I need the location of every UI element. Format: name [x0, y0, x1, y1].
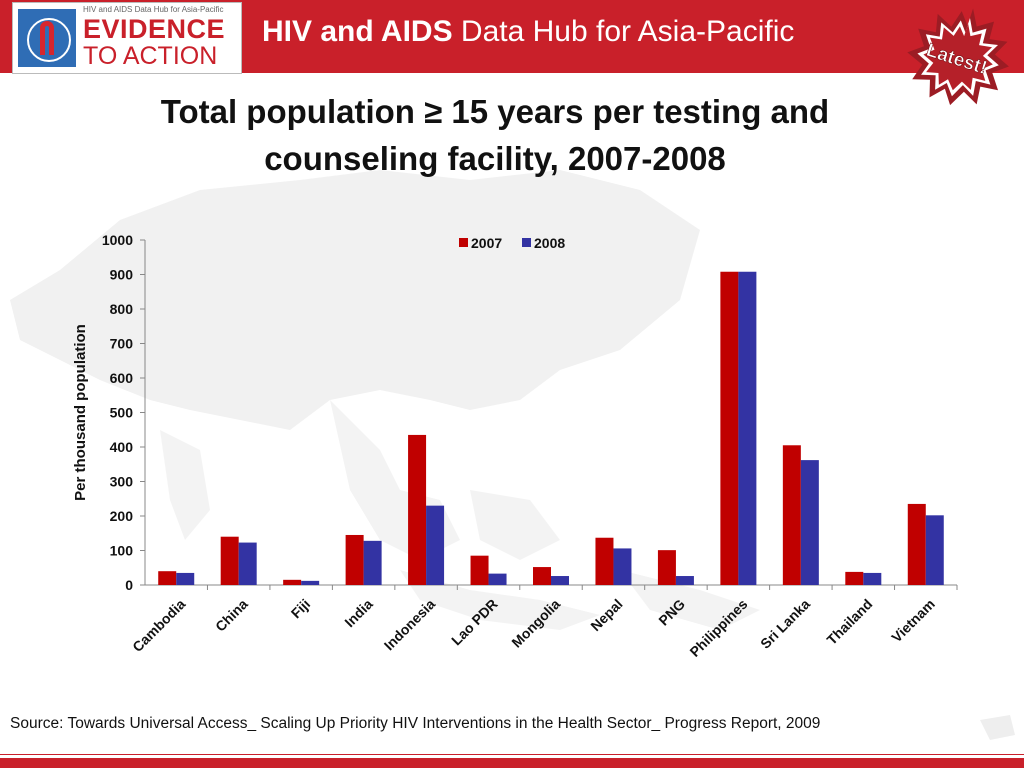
slide-title-line1: Total population ≥ 15 years per testing … [160, 93, 830, 130]
bar-2007-mongolia [533, 567, 551, 585]
x-tick-label: Philippines [686, 596, 750, 660]
bar-2007-india [345, 534, 364, 585]
bar-2008-india [363, 540, 382, 585]
y-tick-label: 400 [110, 439, 134, 455]
bar-2008-mongolia [551, 576, 569, 585]
bar-2008-china [238, 542, 257, 585]
bar-2008-indonesia [426, 505, 445, 585]
x-tick-label: Mongolia [508, 596, 563, 651]
y-tick-label: 300 [110, 474, 134, 490]
y-tick-label: 0 [125, 577, 133, 593]
y-tick-label: 200 [110, 508, 134, 524]
footer-bar [0, 754, 1024, 768]
bar-2008-vietnam [925, 515, 944, 585]
x-tick-label: Fiji [288, 596, 314, 622]
slide-title: Total population ≥ 15 years per testing … [60, 88, 930, 182]
bar-2008-fiji [301, 580, 320, 585]
source-note: Source: Towards Universal Access_ Scalin… [10, 715, 821, 732]
y-axis-label: Per thousand population [72, 324, 89, 501]
bar-2007-nepal [595, 537, 614, 585]
bar-2007-thailand [845, 571, 864, 585]
bar-2008-nepal [613, 548, 632, 585]
x-tick-label: Thailand [823, 596, 875, 648]
y-tick-label: 100 [110, 543, 134, 559]
x-tick-label: India [341, 596, 376, 631]
red-ribbon-icon [40, 21, 54, 55]
y-tick-label: 1000 [102, 232, 133, 248]
y-tick-label: 900 [110, 267, 134, 283]
x-tick-label: Nepal [587, 596, 625, 634]
bar-2008-lao-pdr [488, 573, 507, 585]
y-tick-label: 500 [110, 405, 134, 421]
site-title-bold: HIV and AIDS [262, 15, 453, 48]
logo-action-text: TO ACTION [83, 42, 218, 70]
bar-2007-china [220, 536, 239, 585]
logo-tagline: HIV and AIDS Data Hub for Asia-Pacific [83, 5, 224, 14]
x-tick-label: China [212, 596, 251, 635]
site-title-rest: Data Hub for Asia-Pacific [452, 15, 795, 48]
bar-2007-lao-pdr [470, 555, 489, 585]
legend-swatch-2007 [459, 238, 468, 247]
site-title: HIV and AIDS Data Hub for Asia-Pacific [262, 14, 794, 50]
bar-2007-philippines [720, 271, 739, 585]
bar-2007-png [657, 550, 676, 585]
x-tick-label: Cambodia [129, 596, 188, 655]
legend-label-2007: 2007 [471, 235, 502, 251]
bar-2007-fiji [283, 579, 302, 585]
slide-title-line2: counseling facility, 2007-2008 [264, 140, 726, 177]
bar-2007-vietnam [907, 503, 926, 585]
bar-2008-thailand [863, 572, 882, 585]
y-tick-label: 800 [110, 301, 134, 317]
bar-2008-sri-lanka [800, 460, 819, 585]
y-tick-label: 700 [110, 336, 134, 352]
bar-2008-png [675, 576, 694, 585]
bar-2007-indonesia [408, 434, 427, 585]
x-tick-label: Indonesia [381, 596, 439, 654]
logo-evidence-text: EVIDENCE [83, 14, 226, 44]
header-bar: HIV and AIDS Data Hub for Asia-Pacific E… [0, 0, 1024, 74]
legend-swatch-2008 [522, 238, 531, 247]
x-tick-label: PNG [655, 596, 688, 629]
latest-badge[interactable]: Latest! [895, 6, 1020, 111]
bar-2007-sri-lanka [782, 445, 801, 585]
bar-2008-philippines [738, 271, 757, 585]
bar-2008-cambodia [176, 572, 195, 585]
logo[interactable]: HIV and AIDS Data Hub for Asia-Pacific E… [12, 2, 242, 74]
x-tick-label: Sri Lanka [757, 596, 813, 652]
bar-2007-cambodia [158, 571, 177, 585]
x-tick-label: Lao PDR [448, 596, 501, 649]
x-tick-label: Vietnam [888, 596, 938, 646]
legend-label-2008: 2008 [534, 235, 565, 251]
un-emblem-icon [18, 9, 76, 67]
y-tick-label: 600 [110, 370, 134, 386]
